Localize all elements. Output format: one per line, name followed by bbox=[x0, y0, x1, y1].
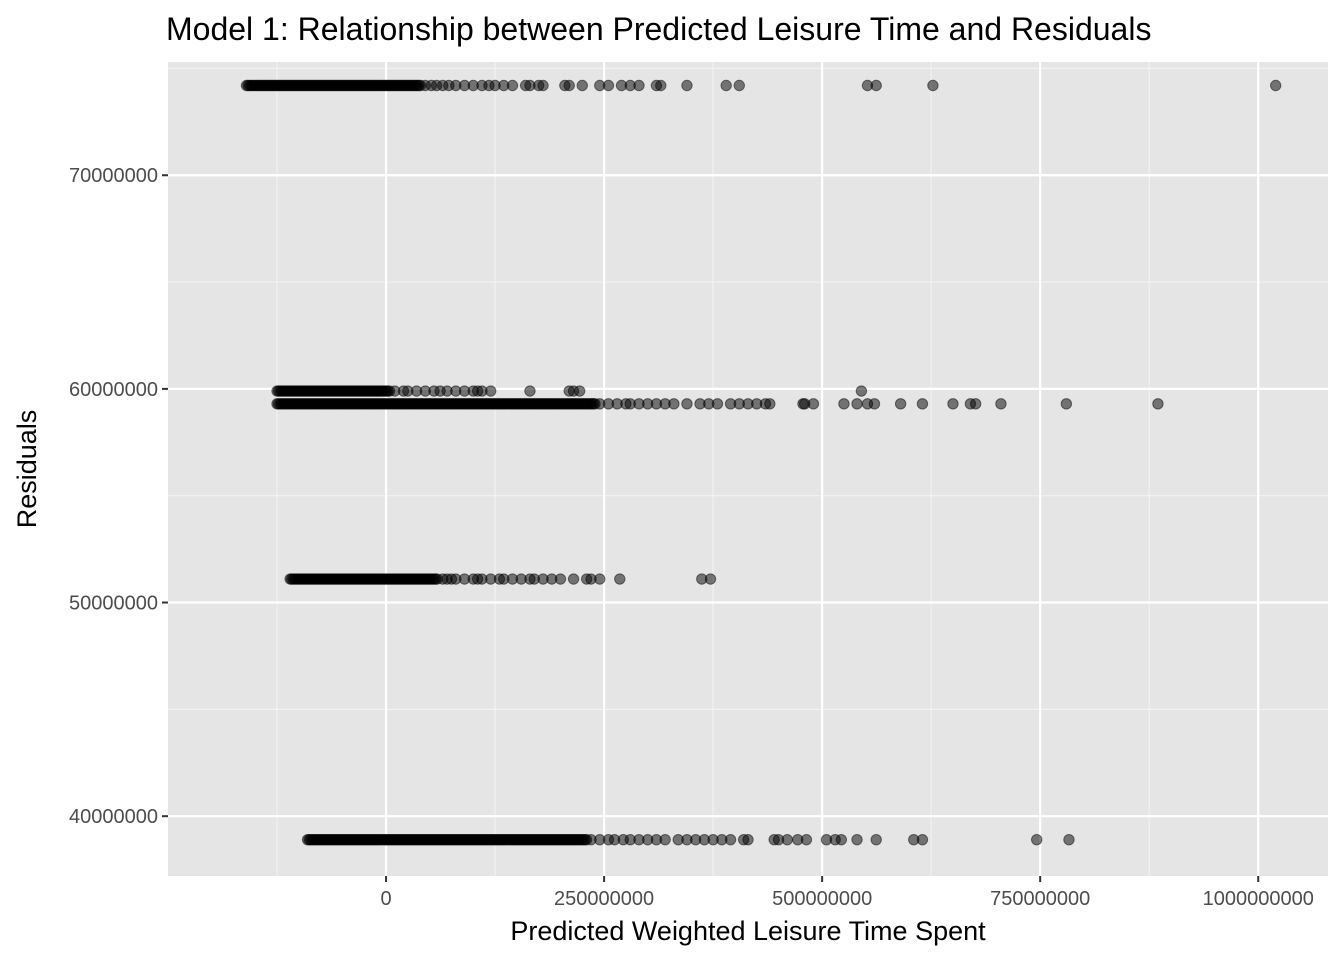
data-points bbox=[240, 79, 1282, 846]
major-gridlines bbox=[168, 62, 1328, 876]
data-point bbox=[681, 398, 693, 410]
data-point bbox=[1060, 398, 1073, 410]
data-point bbox=[704, 573, 717, 585]
data-point bbox=[868, 398, 881, 410]
y-tick-label: 50000000 bbox=[69, 593, 158, 615]
y-axis-title: Residuals bbox=[12, 410, 42, 529]
data-point bbox=[851, 833, 863, 846]
data-point bbox=[838, 398, 850, 410]
data-point bbox=[602, 79, 615, 92]
x-tick-label: 1000000000 bbox=[1203, 888, 1314, 910]
data-point bbox=[711, 398, 724, 410]
x-tick-label: 500000000 bbox=[772, 888, 872, 910]
y-tick-label: 70000000 bbox=[69, 165, 158, 187]
data-point bbox=[563, 79, 575, 92]
data-point bbox=[659, 833, 671, 846]
y-axis: 40000000 50000000 60000000 70000000 bbox=[69, 165, 168, 828]
data-point bbox=[870, 833, 882, 846]
data-point bbox=[573, 385, 586, 397]
minor-gridlines bbox=[168, 62, 1328, 876]
data-point bbox=[894, 398, 907, 410]
data-point bbox=[614, 573, 626, 585]
data-point bbox=[567, 573, 580, 585]
data-point bbox=[995, 398, 1007, 410]
data-point bbox=[668, 398, 680, 410]
y-tick-label: 40000000 bbox=[69, 806, 158, 828]
data-point bbox=[969, 398, 982, 410]
data-point bbox=[947, 398, 959, 410]
data-point bbox=[594, 573, 606, 585]
data-point bbox=[576, 79, 588, 92]
data-point bbox=[916, 833, 929, 846]
data-point bbox=[554, 573, 567, 585]
data-point bbox=[724, 833, 737, 846]
data-point bbox=[855, 385, 868, 397]
plot-panel bbox=[168, 62, 1328, 876]
x-tick-label: 0 bbox=[380, 888, 391, 910]
data-point bbox=[916, 398, 929, 410]
data-point bbox=[681, 79, 693, 92]
data-point bbox=[1030, 833, 1043, 846]
x-tick-label: 250000000 bbox=[554, 888, 654, 910]
data-point bbox=[781, 833, 793, 846]
data-point bbox=[537, 79, 549, 92]
data-point bbox=[733, 79, 745, 92]
y-tick-label: 60000000 bbox=[69, 379, 158, 401]
chart-title: Model 1: Relationship between Predicted … bbox=[166, 11, 1151, 47]
x-axis-title: Predicted Weighted Leisure Time Spent bbox=[510, 916, 986, 946]
data-point bbox=[835, 833, 848, 846]
data-point bbox=[807, 398, 820, 410]
data-point bbox=[720, 79, 732, 92]
data-point bbox=[851, 398, 863, 410]
data-point bbox=[655, 79, 667, 92]
data-point bbox=[927, 79, 939, 92]
data-point bbox=[764, 398, 776, 410]
data-point bbox=[800, 833, 813, 846]
data-point bbox=[1063, 833, 1075, 846]
data-point bbox=[633, 79, 645, 92]
data-point bbox=[506, 79, 519, 92]
x-tick-label: 750000000 bbox=[990, 888, 1090, 910]
data-point bbox=[742, 833, 754, 846]
data-point bbox=[870, 79, 882, 92]
data-point bbox=[524, 385, 536, 397]
data-point bbox=[1152, 398, 1164, 410]
data-point bbox=[1269, 79, 1282, 92]
x-axis: 0 250000000 500000000 750000000 1000000000 bbox=[380, 876, 1314, 910]
data-point bbox=[485, 385, 497, 397]
